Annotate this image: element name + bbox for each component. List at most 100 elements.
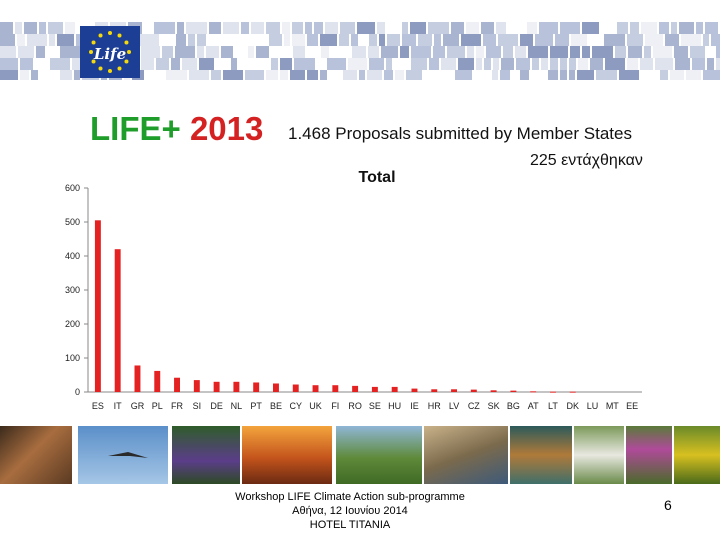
bar-at <box>530 391 537 393</box>
mosaic-tile <box>271 46 291 58</box>
mosaic-tile <box>516 58 530 70</box>
mosaic-tile <box>31 70 38 80</box>
mosaic-tile <box>39 22 46 34</box>
mosaic-tile <box>548 70 558 80</box>
chart-title: Total <box>358 169 395 186</box>
mosaic-tile <box>197 34 206 46</box>
mosaic-tile <box>451 22 464 34</box>
mosaic-tile <box>696 22 703 34</box>
x-tick-label: FR <box>171 401 183 411</box>
mosaic-tile <box>307 34 318 46</box>
photo-child <box>0 426 72 484</box>
eu-star <box>98 66 103 71</box>
mosaic-tile <box>424 70 443 80</box>
mosaic-tile <box>314 22 323 34</box>
mosaic-tile <box>352 46 366 58</box>
footer-line-venue: HOTEL TITANIA <box>309 519 391 531</box>
mosaic-tile <box>235 46 246 58</box>
footer-line-workshop: Workshop LIFE Climate Action sub-program… <box>235 491 465 503</box>
eu-star <box>127 50 131 54</box>
mosaic-tile <box>228 34 236 46</box>
page-number: 6 <box>664 497 672 513</box>
mosaic-tile <box>461 34 481 46</box>
x-tick-label: FI <box>331 401 339 411</box>
mosaic-tile <box>476 46 484 58</box>
mosaic-tile <box>359 70 365 80</box>
bar-pt <box>253 382 260 392</box>
mosaic-tile <box>284 34 290 46</box>
mosaic-tile <box>146 70 164 80</box>
mosaic-tile <box>141 46 160 58</box>
mosaic-tile <box>659 22 669 34</box>
mosaic-tile <box>211 70 221 80</box>
mosaic-tile <box>577 70 594 80</box>
mosaic-tile <box>653 46 672 58</box>
mosaic-tile <box>20 58 33 70</box>
mosaic-tile <box>400 46 409 58</box>
mosaic-tile <box>541 58 548 70</box>
mosaic-tile <box>305 22 312 34</box>
eu-star <box>108 69 112 73</box>
x-tick-label: BG <box>507 401 520 411</box>
mosaic-tile <box>329 70 341 80</box>
mosaic-tile <box>582 46 590 58</box>
mosaic-tile <box>18 46 34 58</box>
mosaic-tile <box>592 46 613 58</box>
mosaic-tile <box>433 46 445 58</box>
mosaic-tile <box>0 58 18 70</box>
eu-star <box>117 66 122 71</box>
mosaic-tile <box>360 34 367 46</box>
mosaic-tile <box>493 58 499 70</box>
photo-hills <box>336 426 422 484</box>
mosaic-tile <box>703 70 720 80</box>
mosaic-tile <box>681 34 701 46</box>
mosaic-tile <box>707 46 714 58</box>
mosaic-tile <box>500 70 510 80</box>
mosaic-tile <box>604 34 625 46</box>
x-tick-label: UK <box>309 401 322 411</box>
mosaic-tile <box>418 34 432 46</box>
bar-si <box>193 380 200 392</box>
mosaic-tile <box>0 46 16 58</box>
mosaic-tile <box>675 58 690 70</box>
photo-bird-sky <box>78 426 168 484</box>
mosaic-tile <box>199 58 214 70</box>
bar-hr <box>431 389 438 392</box>
mosaic-tile <box>24 22 37 34</box>
mosaic-tile <box>144 22 152 34</box>
mosaic-tile <box>294 58 315 70</box>
x-tick-label: DK <box>566 401 579 411</box>
title-year: 2013 <box>189 110 264 147</box>
mosaic-tile <box>27 34 47 46</box>
mosaic-tile <box>527 22 537 34</box>
mosaic-tile <box>512 70 518 80</box>
accepted-note: 225 εντάχθηκαν <box>530 152 643 169</box>
mosaic-tile <box>515 46 526 58</box>
x-tick-label: IE <box>410 401 419 411</box>
mosaic-tile <box>368 46 379 58</box>
x-tick-label: HR <box>428 401 441 411</box>
mosaic-tile <box>707 58 714 70</box>
eu-star <box>108 31 112 35</box>
photo-people <box>424 426 508 484</box>
mosaic-tile <box>17 34 25 46</box>
bar-fi <box>332 385 339 392</box>
mosaic-tile <box>188 34 195 46</box>
header-band <box>0 80 720 108</box>
mosaic-tile <box>492 70 498 80</box>
eu-star <box>117 33 122 38</box>
mosaic-tile <box>65 22 75 34</box>
mosaic-tile <box>601 22 615 34</box>
x-tick-label: ES <box>92 401 104 411</box>
mosaic-tile <box>483 34 496 46</box>
mosaic-tile <box>619 70 639 80</box>
mosaic-tile <box>348 58 367 70</box>
mosaic-tile <box>560 58 567 70</box>
mosaic-tile <box>166 70 187 80</box>
mosaic-tile <box>716 46 720 58</box>
mosaic-tile <box>177 22 184 34</box>
y-tick-label: 200 <box>65 319 80 329</box>
mosaic-tile <box>0 70 18 80</box>
mosaic-tile <box>569 58 576 70</box>
mosaic-tile <box>140 34 159 46</box>
